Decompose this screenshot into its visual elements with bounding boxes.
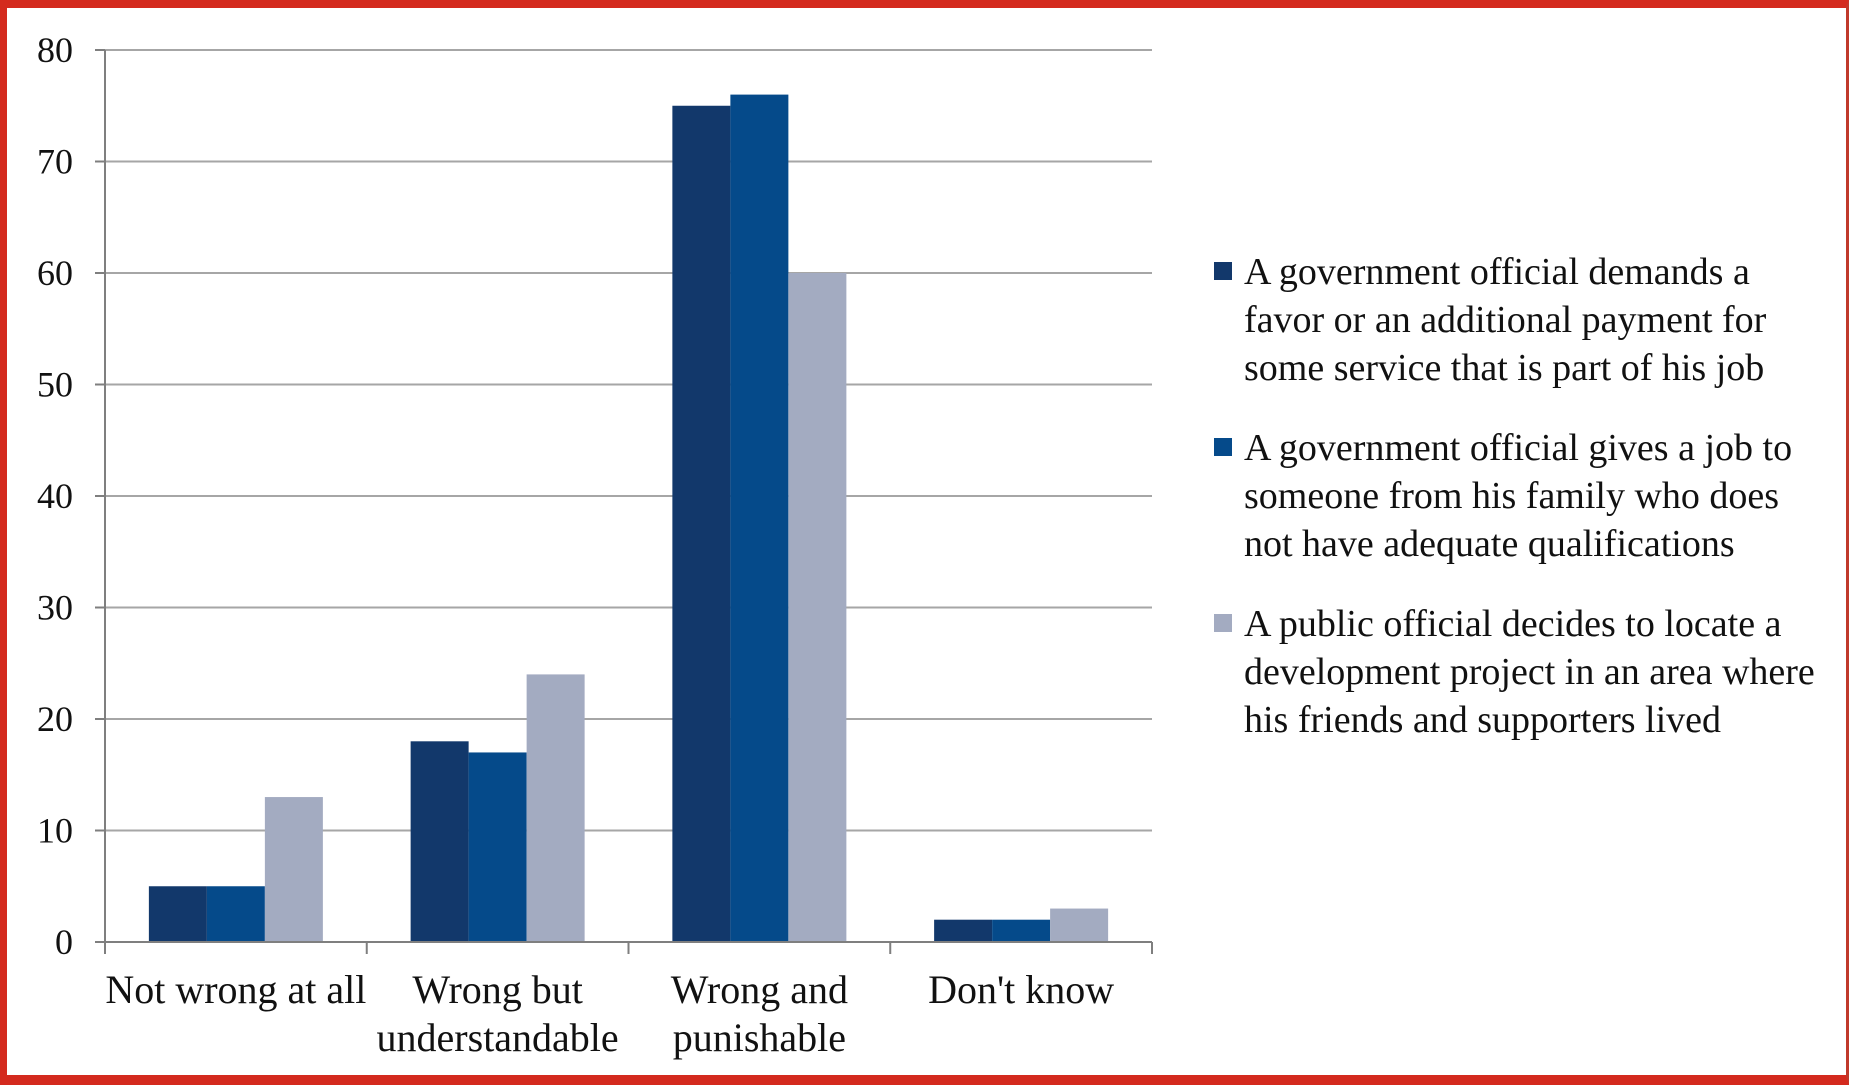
bar xyxy=(992,919,1051,942)
x-category-label-line: Don't know xyxy=(928,967,1114,1012)
gridlines xyxy=(105,49,1152,832)
x-category-label: Don't know xyxy=(928,967,1114,1012)
y-tick-label: 20 xyxy=(37,699,73,739)
bar xyxy=(1050,908,1109,942)
y-tick-label: 30 xyxy=(37,588,73,628)
bar xyxy=(672,105,731,942)
legend: A government official demands a favor or… xyxy=(1210,248,1830,776)
bar xyxy=(526,674,585,942)
x-category-label-line: Wrong and xyxy=(671,967,848,1012)
x-category-label: Not wrong at all xyxy=(105,967,366,1012)
bar xyxy=(730,94,789,943)
legend-item: A government official demands a favor or… xyxy=(1210,248,1830,392)
y-tick-label: 40 xyxy=(37,476,73,516)
bar xyxy=(934,919,993,942)
bar xyxy=(410,741,469,942)
legend-label: A government official gives a job to som… xyxy=(1244,427,1793,565)
legend-label: A public official decides to locate a de… xyxy=(1244,603,1815,741)
x-category-label-line: understandable xyxy=(377,1015,619,1060)
legend-swatch xyxy=(1214,614,1232,632)
bar xyxy=(468,752,527,942)
x-category-label: Wrong and punishable xyxy=(671,967,848,1060)
x-category-label-line: Not wrong at all xyxy=(105,967,366,1012)
y-tick-label: 10 xyxy=(37,811,73,851)
legend-swatch xyxy=(1214,438,1232,456)
y-tick-label: 80 xyxy=(37,30,73,70)
legend-swatch xyxy=(1214,262,1232,280)
x-category-label-line: punishable xyxy=(673,1015,846,1060)
bars xyxy=(148,94,1109,943)
legend-item: A public official decides to locate a de… xyxy=(1210,600,1830,744)
bar xyxy=(206,886,265,942)
bar xyxy=(148,886,207,942)
x-category-label-line: Wrong but xyxy=(412,967,583,1012)
y-tick-label: 60 xyxy=(37,253,73,293)
y-tick-label: 70 xyxy=(37,142,73,182)
y-tick-label: 0 xyxy=(55,922,73,962)
bar xyxy=(264,797,323,942)
axes xyxy=(95,49,1153,954)
legend-item: A government official gives a job to som… xyxy=(1210,424,1830,568)
bar xyxy=(788,273,847,942)
x-category-label: Wrong but understandable xyxy=(377,967,619,1060)
y-tick-label: 50 xyxy=(37,365,73,405)
legend-label: A government official demands a favor or… xyxy=(1244,251,1767,389)
